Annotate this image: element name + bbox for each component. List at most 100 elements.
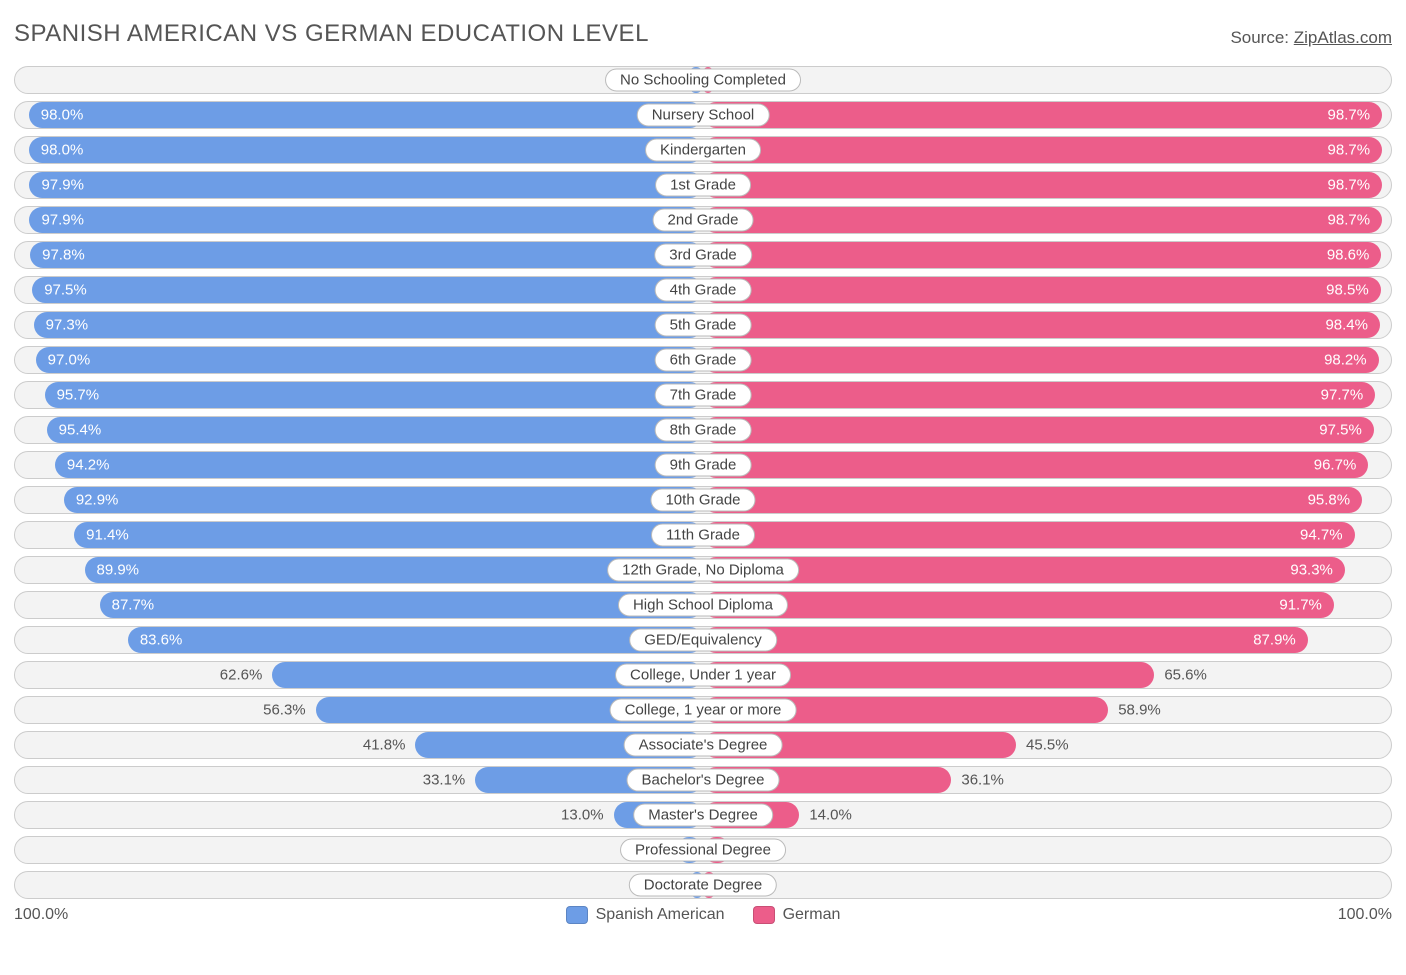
bar-row: 56.3%58.9%College, 1 year or more — [14, 696, 1392, 724]
category-label: College, 1 year or more — [610, 699, 797, 722]
bar-row: 92.9% 95.8% 10th Grade — [14, 486, 1392, 514]
bar-right — [703, 487, 1362, 513]
chart-legend: Spanish American German — [68, 906, 1337, 924]
value-right: 98.5% — [1326, 282, 1369, 299]
bar-left — [29, 137, 703, 163]
value-left: 98.0% — [41, 107, 84, 124]
value-left: 98.0% — [41, 142, 84, 159]
bar-left — [34, 312, 703, 338]
category-label: 9th Grade — [655, 454, 752, 477]
bar-right — [703, 627, 1308, 653]
bar-row: 41.8% 45.5% Associate's Degree — [14, 731, 1392, 759]
bar-left — [47, 417, 703, 443]
bar-row: 97.5%98.5%4th Grade — [14, 276, 1392, 304]
bar-row: 97.3% 98.4% 5th Grade — [14, 311, 1392, 339]
category-label: GED/Equivalency — [629, 629, 777, 652]
bar-right — [703, 557, 1345, 583]
bar-row: 3.9%4.1%Professional Degree — [14, 836, 1392, 864]
category-label: Associate's Degree — [624, 734, 783, 757]
bar-row: 97.0% 98.2% 6th Grade — [14, 346, 1392, 374]
value-left: 62.6% — [220, 667, 263, 684]
category-label: Professional Degree — [620, 839, 786, 862]
bar-row: 91.4%94.7%11th Grade — [14, 521, 1392, 549]
category-label: 5th Grade — [655, 314, 752, 337]
value-left: 94.2% — [67, 457, 110, 474]
value-left: 87.7% — [112, 597, 155, 614]
value-left: 13.0% — [561, 807, 604, 824]
value-left: 41.8% — [363, 737, 406, 754]
bar-row: 95.7%97.7%7th Grade — [14, 381, 1392, 409]
category-label: 2nd Grade — [653, 209, 754, 232]
category-label: 10th Grade — [650, 489, 755, 512]
legend-item: German — [753, 906, 841, 924]
category-label: High School Diploma — [618, 594, 788, 617]
bar-row: 89.9% 93.3% 12th Grade, No Diploma — [14, 556, 1392, 584]
value-right: 36.1% — [961, 772, 1004, 789]
bar-left — [64, 487, 703, 513]
value-right: 98.6% — [1327, 247, 1370, 264]
value-right: 98.7% — [1328, 107, 1371, 124]
legend-label: German — [783, 906, 841, 924]
value-right: 93.3% — [1290, 562, 1333, 579]
category-label: 1st Grade — [655, 174, 751, 197]
bar-right — [703, 347, 1379, 373]
bar-right — [703, 242, 1381, 268]
bar-row: 95.4%97.5%8th Grade — [14, 416, 1392, 444]
axis-label-left: 100.0% — [14, 906, 68, 924]
bar-row: 33.1%36.1%Bachelor's Degree — [14, 766, 1392, 794]
value-left: 97.3% — [46, 317, 89, 334]
value-left: 56.3% — [263, 702, 306, 719]
value-right: 65.6% — [1164, 667, 1207, 684]
bar-right — [703, 452, 1368, 478]
bar-row: 97.9%98.7%2nd Grade — [14, 206, 1392, 234]
value-left: 95.7% — [57, 387, 100, 404]
value-left: 33.1% — [423, 772, 466, 789]
value-right: 98.4% — [1325, 317, 1368, 334]
category-label: 8th Grade — [655, 419, 752, 442]
bar-row: 98.0%98.7%Nursery School — [14, 101, 1392, 129]
bar-right — [703, 172, 1382, 198]
bar-left — [30, 242, 703, 268]
bar-row: 97.9%98.7%1st Grade — [14, 171, 1392, 199]
value-left: 91.4% — [86, 527, 129, 544]
bar-left — [45, 382, 703, 408]
value-left: 97.0% — [48, 352, 91, 369]
bar-right — [703, 522, 1355, 548]
source-link[interactable]: ZipAtlas.com — [1294, 28, 1392, 47]
bar-left — [100, 592, 703, 618]
category-label: 3rd Grade — [654, 244, 752, 267]
bar-row: 62.6% 65.6% College, Under 1 year — [14, 661, 1392, 689]
category-label: 12th Grade, No Diploma — [607, 559, 799, 582]
category-label: Kindergarten — [645, 139, 761, 162]
legend-swatch — [753, 906, 775, 924]
value-right: 95.8% — [1308, 492, 1351, 509]
category-label: 7th Grade — [655, 384, 752, 407]
value-right: 45.5% — [1026, 737, 1069, 754]
bar-right — [703, 277, 1381, 303]
category-label: College, Under 1 year — [615, 664, 791, 687]
category-label: Master's Degree — [633, 804, 773, 827]
category-label: Doctorate Degree — [629, 874, 777, 897]
bar-right — [703, 207, 1382, 233]
value-left: 83.6% — [140, 632, 183, 649]
legend-label: Spanish American — [596, 906, 725, 924]
bar-row: 87.7% 91.7% High School Diploma — [14, 591, 1392, 619]
bar-left — [29, 102, 703, 128]
category-label: No Schooling Completed — [605, 69, 801, 92]
value-right: 98.7% — [1328, 142, 1371, 159]
value-left: 89.9% — [96, 562, 139, 579]
bar-left — [55, 452, 703, 478]
chart-source: Source: ZipAtlas.com — [1230, 28, 1392, 48]
value-left: 92.9% — [76, 492, 119, 509]
value-right: 98.2% — [1324, 352, 1367, 369]
category-label: 6th Grade — [655, 349, 752, 372]
value-right: 91.7% — [1279, 597, 1322, 614]
legend-item: Spanish American — [566, 906, 725, 924]
bar-row: 1.7%1.8%Doctorate Degree — [14, 871, 1392, 899]
category-label: 4th Grade — [655, 279, 752, 302]
bar-row: 13.0%14.0%Master's Degree — [14, 801, 1392, 829]
bar-right — [703, 312, 1380, 338]
bar-left — [74, 522, 703, 548]
value-right: 87.9% — [1253, 632, 1296, 649]
bar-left — [29, 172, 703, 198]
